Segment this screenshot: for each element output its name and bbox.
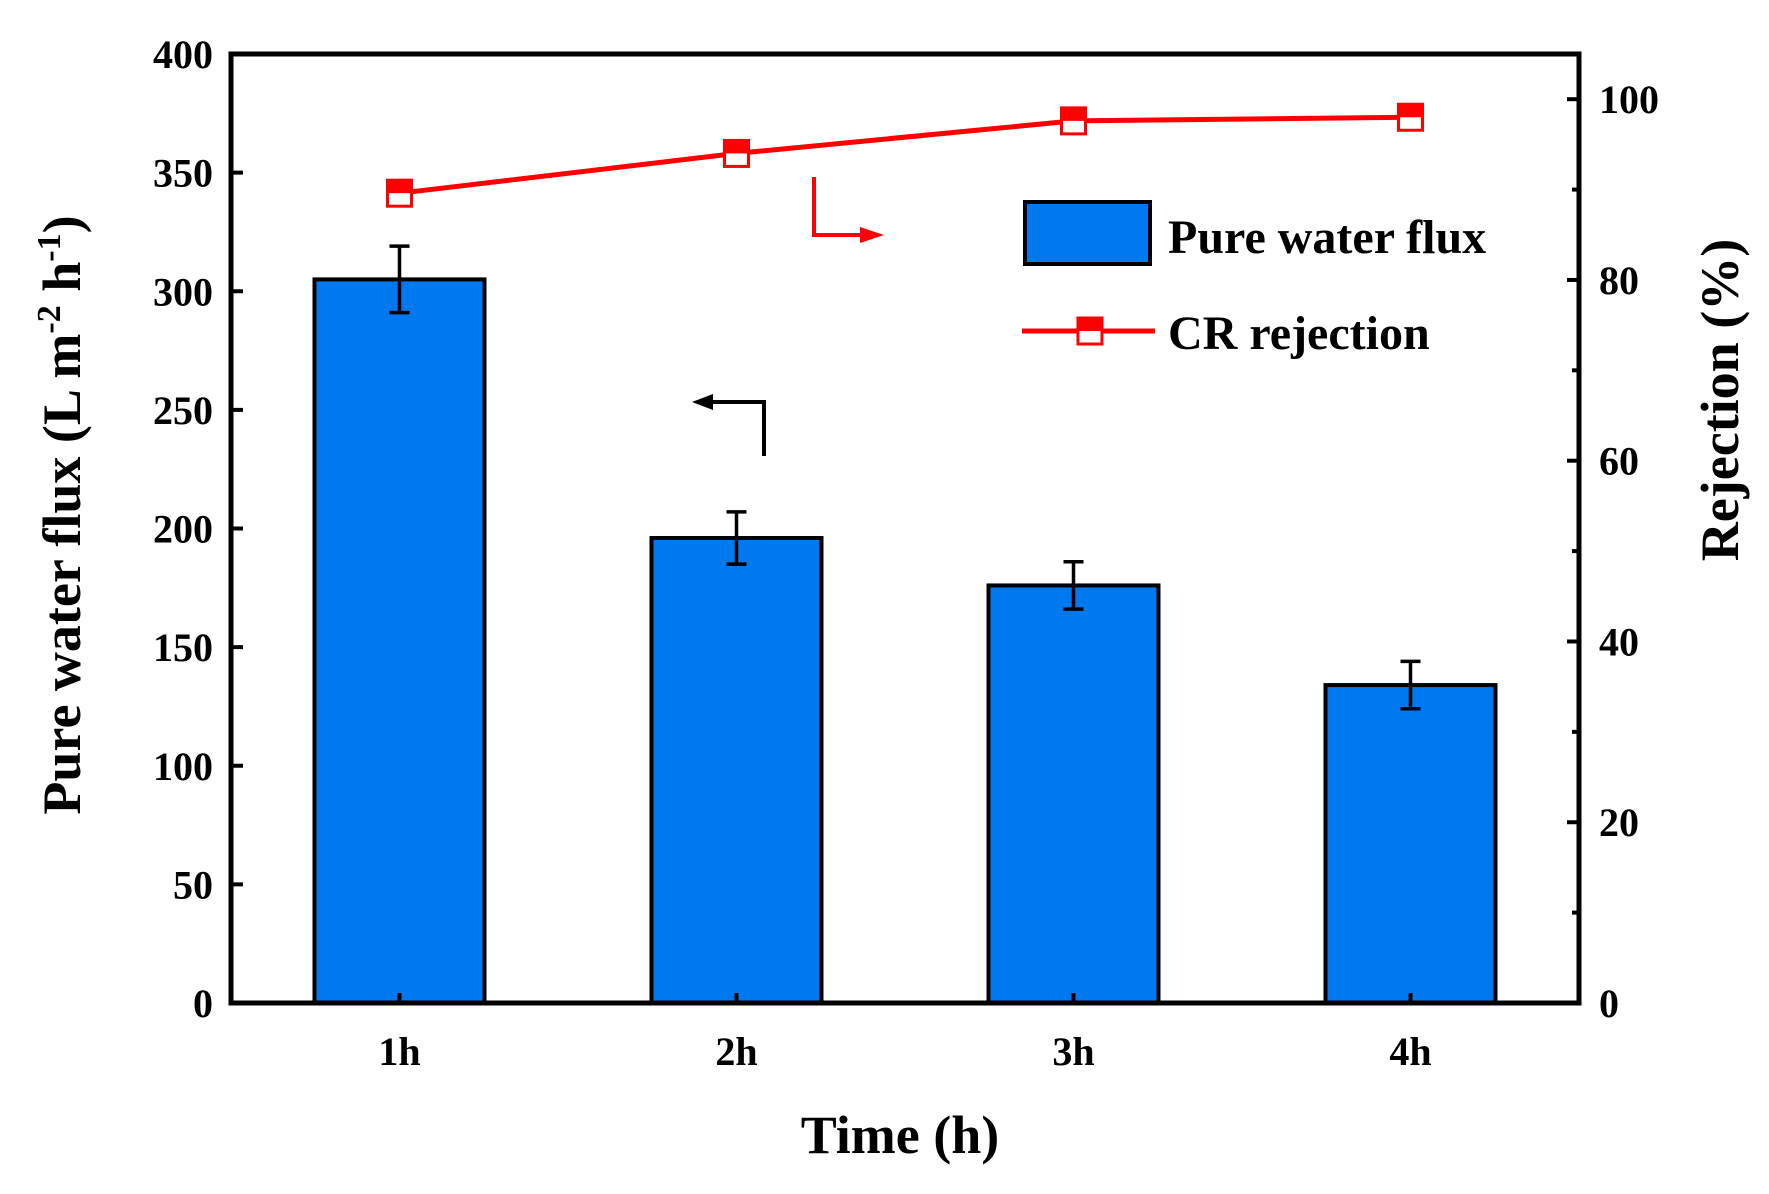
x-tick-label-3h: 3h [1052, 1029, 1094, 1074]
rejection-marker-fill [387, 180, 412, 194]
right-axis-arrow [812, 177, 884, 243]
legend: Pure water flux CR rejection [1022, 200, 1486, 360]
rejection-marker-fill [1398, 104, 1423, 118]
left-tick-label-350: 350 [153, 151, 213, 196]
bar-2h [649, 535, 824, 1005]
legend-label-rejection: CR rejection [1168, 307, 1430, 360]
left-tick-label-300: 300 [153, 269, 213, 314]
error-bar-1h [389, 244, 410, 315]
right-axis-title: Rejection (%) [1690, 239, 1750, 561]
rejection-point-2h [723, 138, 750, 168]
left-tick-label-250: 250 [153, 388, 213, 433]
left-tick-label-100: 100 [153, 744, 213, 789]
left-tick-label-50: 50 [173, 862, 213, 907]
right-tick-label-80: 80 [1599, 258, 1639, 303]
rejection-line [399, 114, 1411, 196]
x-tick-label-4h: 4h [1389, 1029, 1431, 1074]
rejection-line-layer [386, 102, 1424, 208]
rejection-point-4h [1397, 102, 1424, 132]
bar-4h [1323, 683, 1498, 1006]
x-tick-label-2h: 2h [715, 1029, 757, 1074]
right-tick-label-100: 100 [1599, 77, 1659, 122]
legend-label-flux: Pure water flux [1168, 211, 1486, 264]
rejection-marker-fill [1061, 107, 1086, 121]
left-tick-label-400: 400 [153, 32, 213, 77]
legend-swatch-flux [1023, 200, 1152, 266]
x-axis-title: Time (h) [801, 1105, 1000, 1165]
right-tick-label-20: 20 [1599, 800, 1639, 845]
left-tick-label-0: 0 [193, 981, 213, 1026]
rejection-point-3h [1060, 106, 1087, 136]
right-tick-label-0: 0 [1599, 981, 1619, 1026]
rejection-point-1h [386, 178, 413, 208]
rejection-marker-fill [724, 140, 749, 154]
x-tick-label-1h: 1h [378, 1029, 420, 1074]
error-bar-3h [1063, 559, 1084, 611]
right-tick-label-60: 60 [1599, 439, 1639, 484]
right-tick-label-40: 40 [1599, 619, 1639, 664]
error-bar-4h [1400, 659, 1421, 711]
bar-1h [312, 277, 487, 1005]
left-axis-title: Pure water flux (L m-2 h-1) [31, 215, 92, 814]
legend-marker-rejection [1076, 316, 1104, 346]
ticks-layer: 0 50 100 150 200 250 300 350 400 0 20 40 60 80 100 1h 2h… [153, 32, 1659, 1074]
error-bar-2h [726, 510, 747, 566]
left-tick-label-200: 200 [153, 507, 213, 552]
bar-3h [986, 583, 1161, 1005]
left-axis-arrow [692, 394, 766, 456]
bars-layer [312, 244, 1498, 1006]
left-tick-label-150: 150 [153, 625, 213, 670]
